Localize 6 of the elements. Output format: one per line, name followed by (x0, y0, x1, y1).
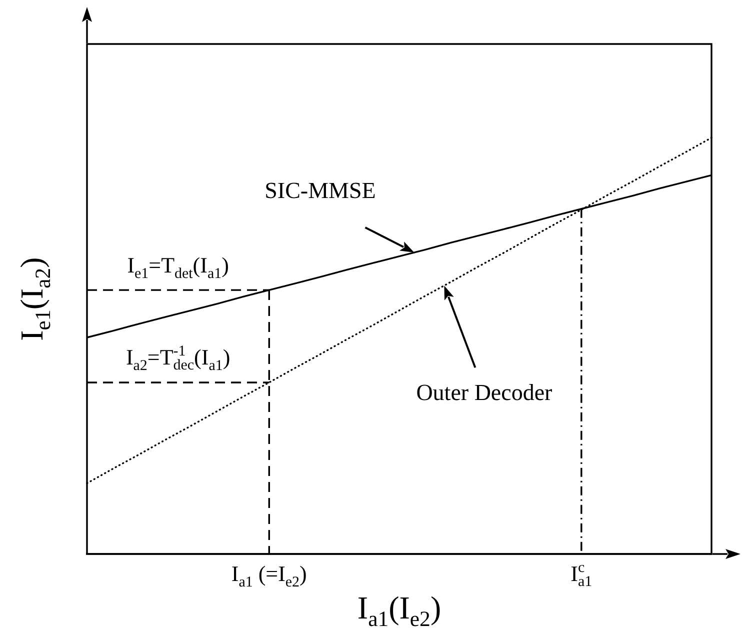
x-axis-title: I$_{a1}$(I$_{e2}$) (357, 590, 442, 631)
text: Outer Decoder (416, 379, 552, 406)
annotation: I$_{a2}$=T$_{dec}$$^{-1}$(I$_{a1}$) (126, 344, 230, 375)
text: SIC-MMSE (264, 178, 376, 205)
annotation: I$_{e1}$=T$_{det}$(I$_{a1}$) (127, 252, 229, 282)
x-tick-label: I$_{a1}$ (=I$_{e2}$) (231, 561, 307, 590)
